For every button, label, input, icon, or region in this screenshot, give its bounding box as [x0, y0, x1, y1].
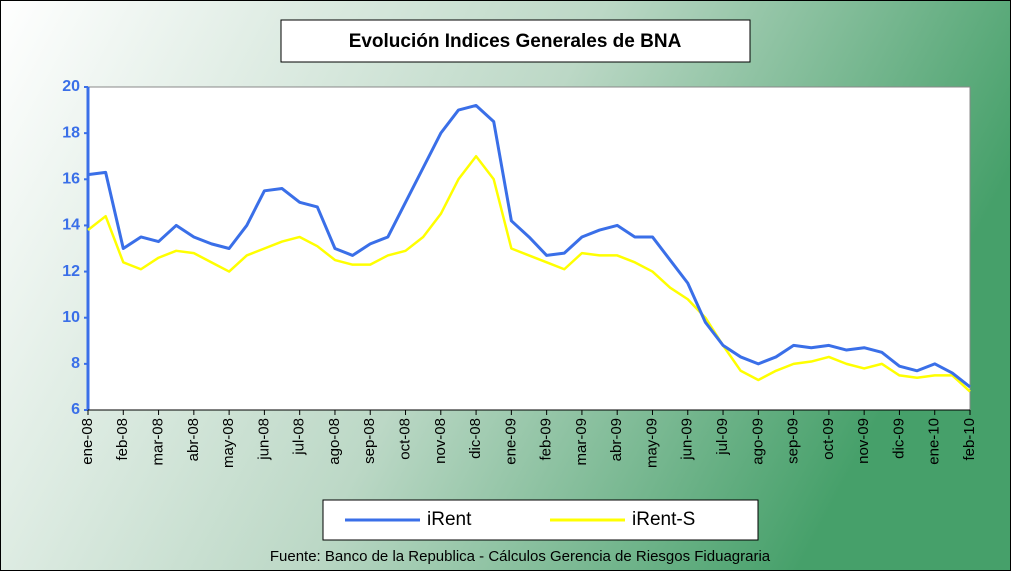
x-tick-label: sep-09	[785, 418, 802, 464]
x-tick-label: feb-09	[538, 418, 555, 461]
y-tick-label: 16	[62, 171, 80, 188]
x-tick-label: oct-09	[820, 418, 837, 460]
x-tick-label: dic-09	[890, 418, 907, 459]
x-tick-label: mar-09	[573, 418, 590, 466]
y-tick-label: 6	[71, 401, 80, 418]
x-tick-label: feb-10	[961, 418, 978, 461]
x-tick-label: oct-08	[396, 418, 413, 460]
x-tick-label: nov-08	[432, 418, 449, 464]
x-tick-label: jul-09	[714, 418, 731, 456]
x-tick-label: nov-09	[855, 418, 872, 464]
x-tick-label: ene-08	[79, 418, 96, 465]
source-note: Fuente: Banco de la Republica - Cálculos…	[270, 548, 771, 565]
x-tick-label: jun-09	[679, 418, 696, 461]
x-tick-label: feb-08	[114, 418, 131, 461]
x-tick-label: ene-10	[926, 418, 943, 465]
y-tick-label: 8	[71, 355, 80, 372]
x-tick-label: ene-09	[502, 418, 519, 465]
x-tick-label: abr-09	[608, 418, 625, 461]
x-tick-label: abr-08	[185, 418, 202, 461]
y-tick-label: 12	[62, 263, 80, 280]
x-tick-label: may-08	[220, 418, 237, 468]
x-tick-label: sep-08	[361, 418, 378, 464]
y-tick-label: 20	[62, 78, 80, 95]
title-box	[280, 19, 751, 63]
plot-area	[87, 86, 971, 411]
legend-label: iRent-S	[632, 509, 695, 530]
x-tick-label: dic-08	[467, 418, 484, 459]
x-tick-label: jun-08	[255, 418, 272, 461]
series-line	[87, 154, 971, 393]
chart-title: Evolución Indices Generales de BNA	[349, 31, 682, 52]
x-tick-label: may-09	[643, 418, 660, 468]
x-tick-label: ago-08	[326, 418, 343, 465]
y-tick-label: 14	[62, 217, 80, 234]
legend-label: iRent	[427, 509, 472, 530]
y-tick-label: 10	[62, 309, 80, 326]
x-tick-label: jul-08	[291, 418, 308, 456]
y-tick-label: 18	[62, 124, 80, 141]
x-tick-label: mar-08	[150, 418, 167, 466]
series-line	[87, 103, 971, 389]
x-tick-label: ago-09	[749, 418, 766, 465]
